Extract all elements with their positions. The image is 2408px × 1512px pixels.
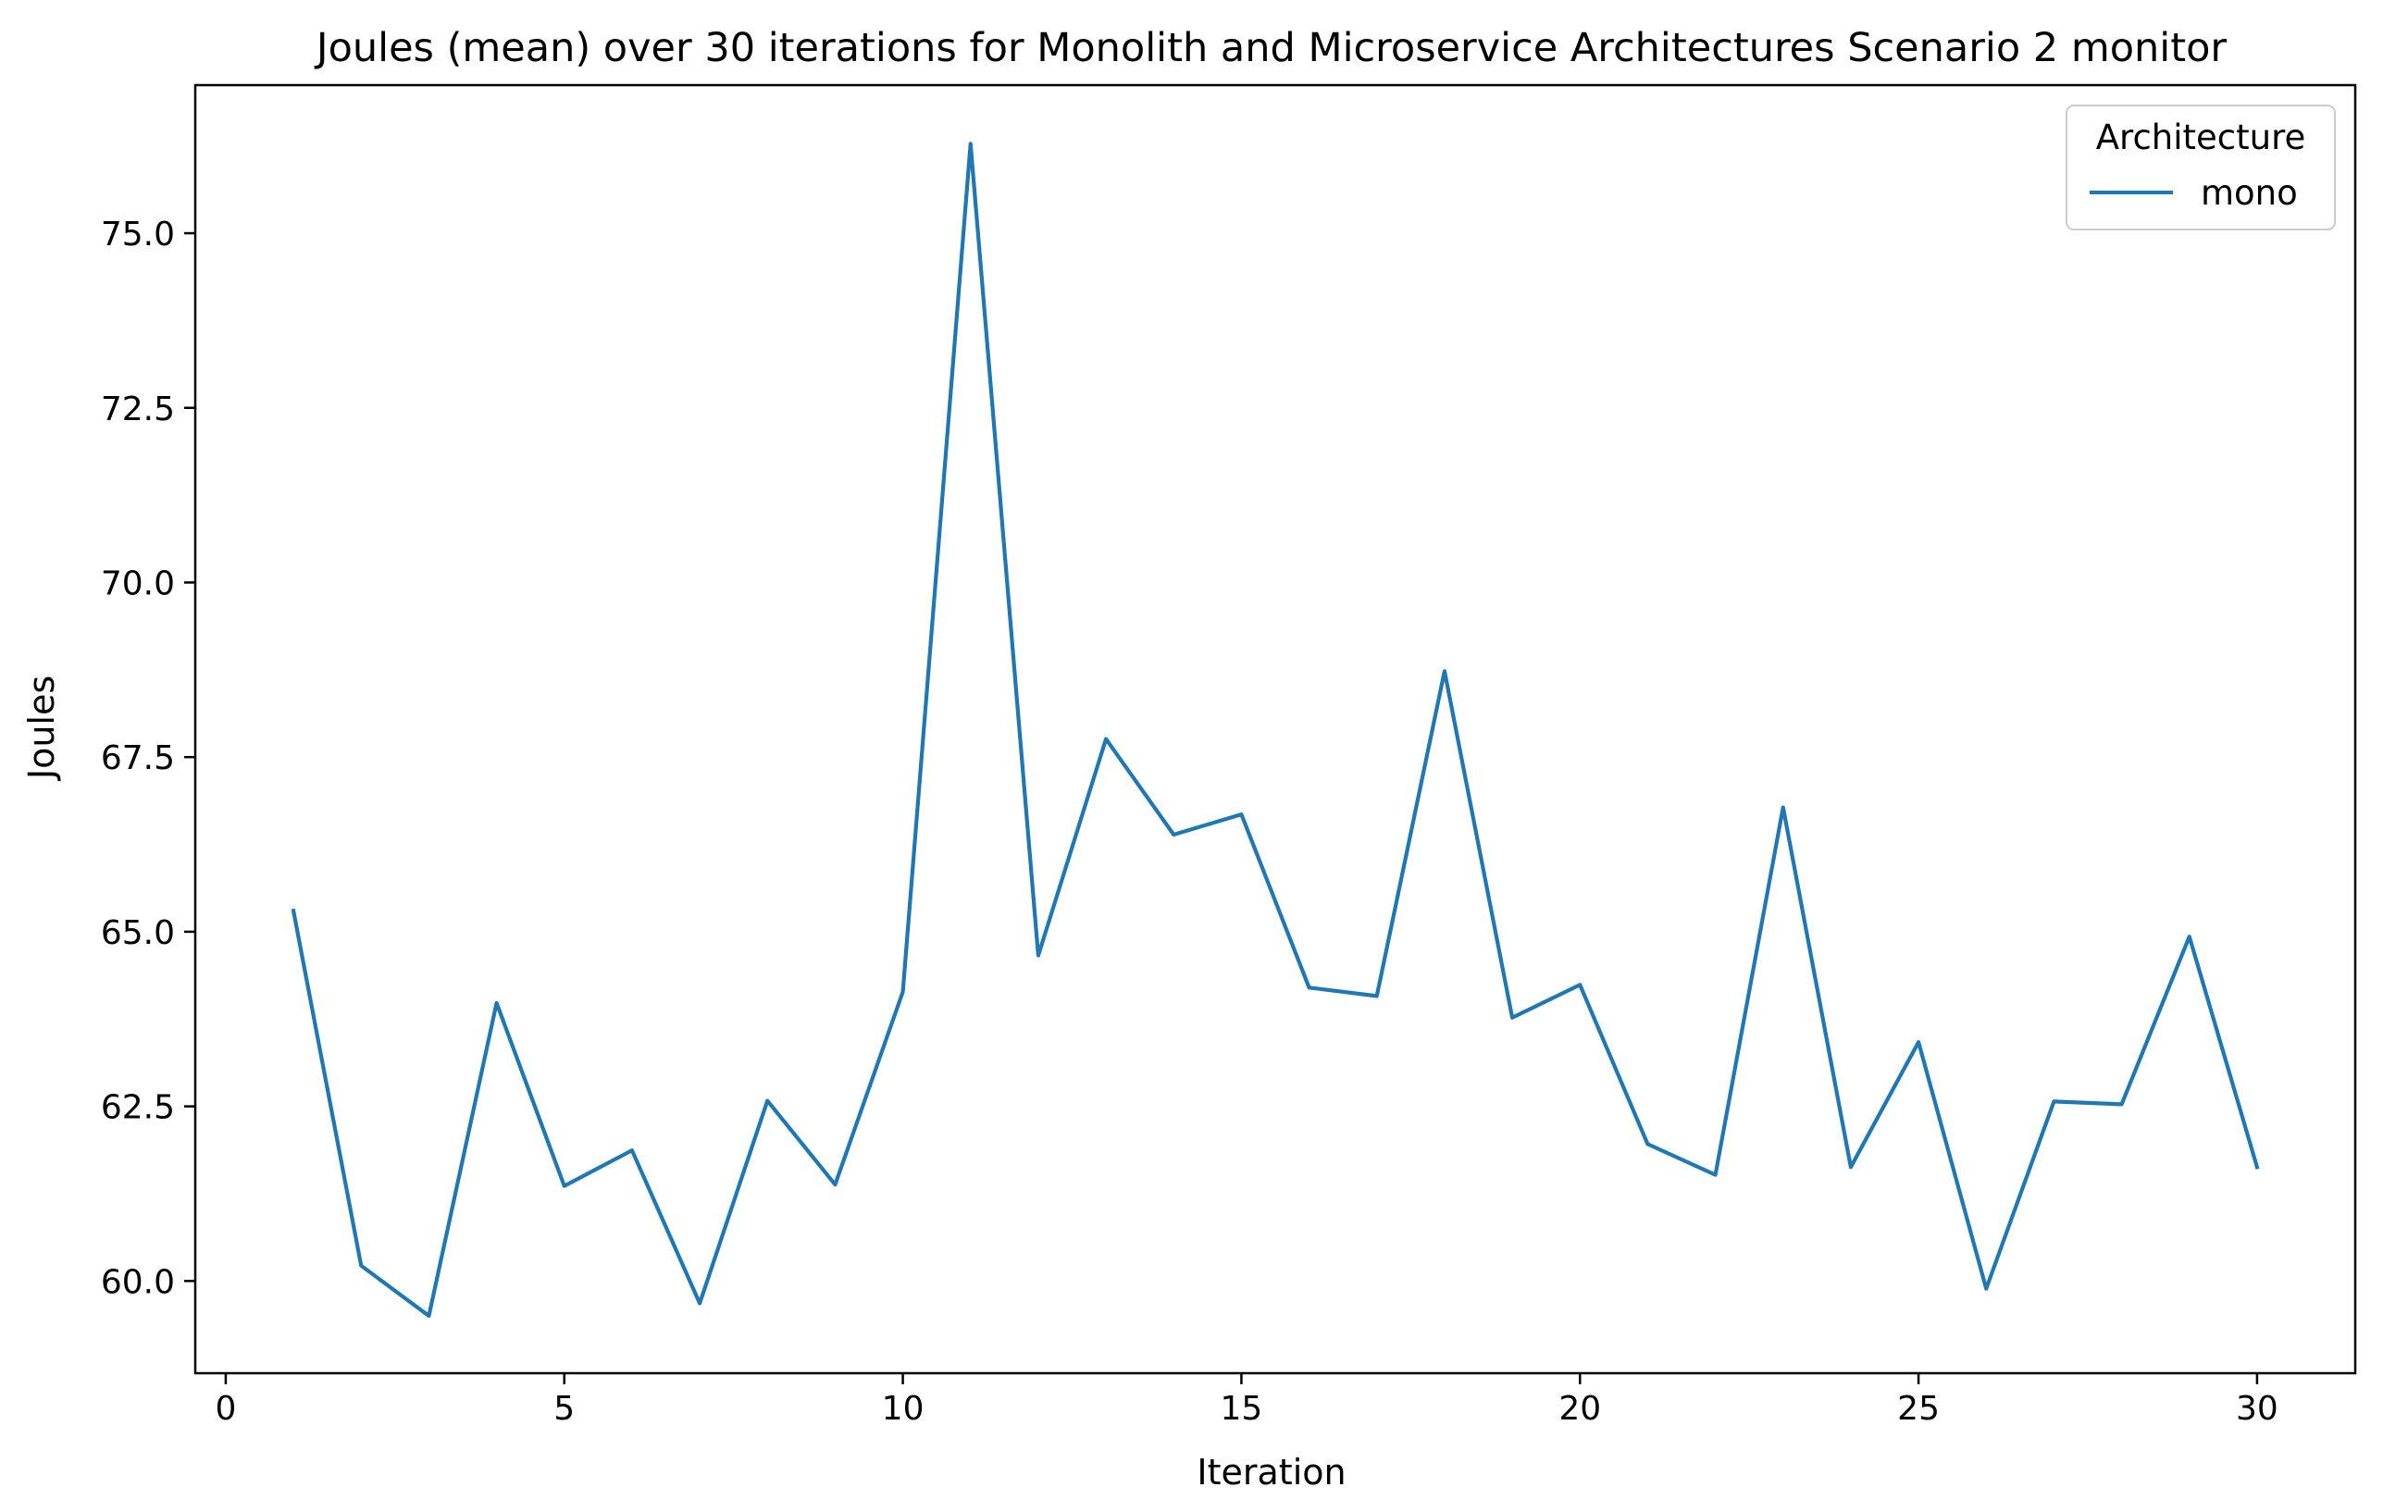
legend: Architecture mono — [2066, 105, 2336, 230]
plot-frame — [193, 83, 2357, 1375]
legend-label-mono: mono — [2201, 173, 2298, 213]
x-axis-label: Iteration — [1197, 1452, 1346, 1493]
series-line-mono — [291, 142, 2260, 1319]
x-tick-label: 5 — [553, 1390, 575, 1428]
y-tick-label: 75.0 — [101, 216, 175, 254]
x-tick-label: 20 — [1558, 1390, 1601, 1428]
series-layer — [291, 142, 2260, 1319]
y-tick-label: 60.0 — [101, 1263, 175, 1301]
x-tick-label: 10 — [882, 1390, 925, 1428]
y-tick-label: 65.0 — [101, 914, 175, 952]
y-tick-label: 72.5 — [101, 390, 175, 428]
y-tick-label: 70.0 — [101, 564, 175, 602]
y-tick-label: 67.5 — [101, 739, 175, 777]
x-tick-label: 25 — [1897, 1390, 1940, 1428]
y-axis: 60.0 62.5 65.0 67.5 70.0 72.5 75.0 — [101, 216, 195, 1301]
x-tick-label: 15 — [1221, 1390, 1263, 1428]
plot-area — [193, 83, 2357, 1375]
legend-title: Architecture — [2096, 118, 2306, 157]
x-tick-label: 30 — [2236, 1390, 2278, 1428]
chart-title: Joules (mean) over 30 iterations for Mon… — [314, 25, 2227, 71]
legend-box — [2066, 105, 2336, 230]
x-tick-label: 0 — [215, 1390, 236, 1428]
y-tick-label: 62.5 — [101, 1089, 175, 1127]
y-axis-label: Joules — [21, 675, 62, 781]
x-axis: 0 5 10 15 20 25 30 — [215, 1373, 2278, 1428]
